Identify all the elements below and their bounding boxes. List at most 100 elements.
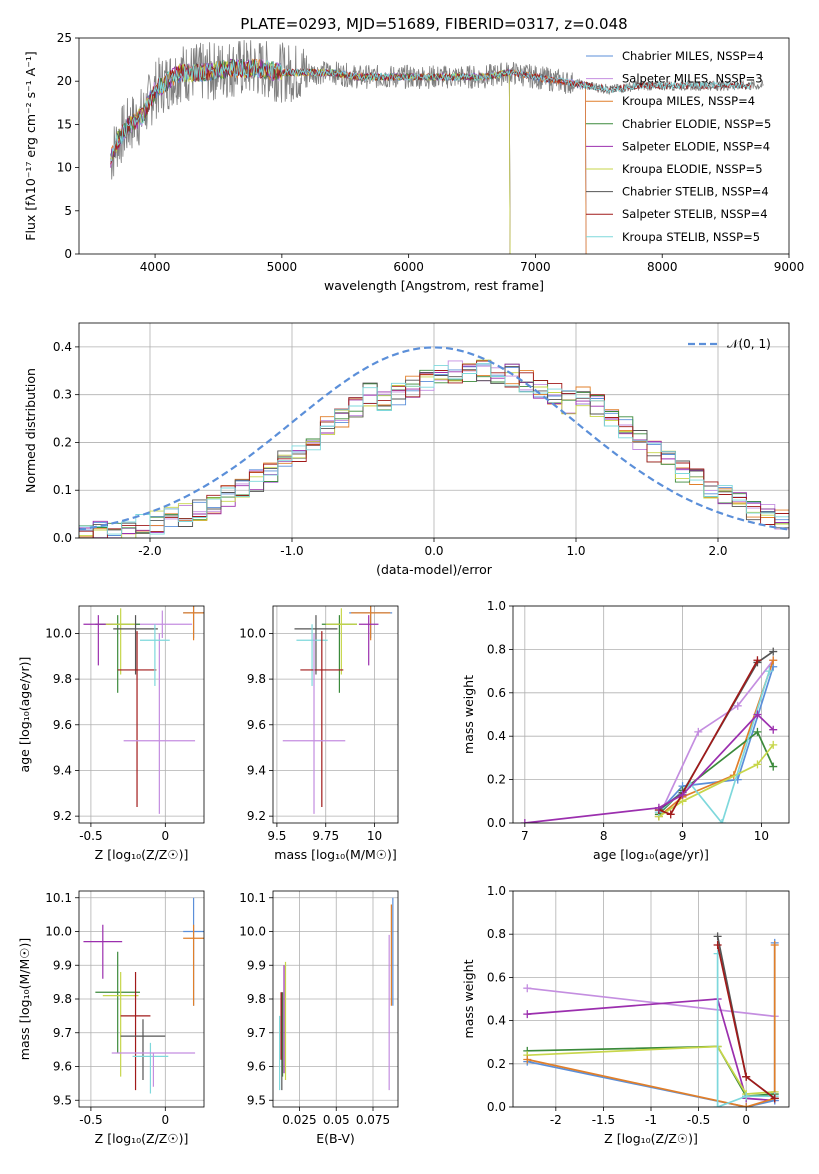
x-tick-label: 2.0 [708,544,727,558]
grid [513,890,789,1108]
y-tick-label: 0.4 [487,1014,506,1028]
y-tick-label: 10.0 [239,626,266,640]
x-tick-label: 7000 [520,260,551,274]
mass-weight-point [717,819,726,823]
x-axis-label: age [log₁₀(age/yr)] [593,847,709,862]
residual-histogram [79,362,789,535]
x-tick-label: 9.75 [312,829,339,843]
y-tick-label: 9.5 [53,1093,72,1107]
legend-label: Kroupa STELIB, NSSP=5 [622,230,760,244]
model-spectrum [110,59,587,254]
plot-area [523,932,779,1107]
x-tick-label: 8000 [647,260,678,274]
x-tick-label: 8 [600,829,608,843]
y-tick-label: 0.8 [487,927,506,941]
legend-label: Kroupa MILES, NSSP=4 [622,94,755,108]
legend: 𝒩(0, 1) [688,337,771,351]
y-tick-label: 10 [57,161,72,175]
mass-weight-point [520,819,529,823]
x-tick-label: -0.5 [79,829,102,843]
x-tick-label: -2 [550,1113,562,1127]
y-tick-label: 9.2 [247,809,266,823]
x-tick-label: 9 [679,829,687,843]
mass-weight-point [666,810,675,819]
plot-area [520,647,778,823]
y-axis-label: age [log₁₀(age/yr)] [17,657,32,773]
grid [273,606,398,823]
plot-area [79,346,789,538]
legend-label: Salpeter STELIB, NSSP=4 [622,207,768,221]
grid [79,606,204,823]
model-spectrum [110,58,587,254]
figure-title: PLATE=0293, MJD=51689, FIBERID=0317, z=0… [240,15,627,33]
y-tick-label: 1.0 [487,884,506,898]
x-tick-label: 10 [367,829,382,843]
axes-frame [272,890,399,1108]
x-tick-label: 0 [161,829,169,843]
y-tick-label: 9.7 [247,1026,266,1040]
plot-residuals: -2.0 -1.0 0.0 1.0 2.0 0.0 0.1 0.2 0.3 0.4 (data-mo… [23,322,790,577]
mass-weight-point [765,667,774,676]
y-axis-label: Normed distribution [23,368,38,493]
grid [79,891,204,1107]
y-tick-label: 0.4 [53,340,72,354]
y-axis-label: mass weight [461,675,476,754]
x-tick-label: 6000 [393,260,424,274]
y-tick-label: 9.6 [247,718,266,732]
legend-label: Kroupa ELODIE, NSSP=5 [622,162,763,176]
y-tick-label: 20 [57,74,72,88]
mass-weight-line [658,650,774,811]
mass-weight-point [770,1094,779,1103]
plot-age-vs-mass: 9.5 9.75 10 9.2 9.4 9.6 9.8 10.0 mass [log₁₀(M/M… [239,605,399,862]
mass-weight-line [716,953,775,1107]
mass-weight-point [769,647,778,656]
y-tick-label: 10.1 [45,891,72,905]
x-tick-label: -1.0 [280,544,303,558]
x-axis-label: Z [log₁₀(Z/Z☉)] [604,1131,698,1146]
plot-massweight-vs-age: 7 8 9 10 0.0 0.2 0.4 0.6 0.8 1.0 age [log₁₀(age/yr… [461,599,790,862]
mass-weight-line [658,659,774,817]
gaussian-curve [79,346,789,531]
y-tick-label: 0.0 [487,1100,506,1114]
mass-weight-point [769,740,778,749]
x-tick-label: 9.5 [267,829,286,843]
y-tick-label: 0.8 [487,642,506,656]
x-tick-label: 7 [521,829,529,843]
mass-weight-point [694,727,703,736]
x-tick-label: 0.0 [424,544,443,558]
y-tick-label: 10.0 [45,626,72,640]
y-tick-label: 10.0 [45,925,72,939]
x-tick-label: -2.0 [138,544,161,558]
x-tick-label: 0 [742,1113,750,1127]
axes-frame [78,37,790,255]
legend-label: Chabrier MILES, NSSP=4 [622,49,764,63]
x-axis-label: Z [log₁₀(Z/Z☉)] [95,847,189,862]
plot-age-vs-Z: -0.5 0 9.2 9.4 9.6 9.8 10.0 Z [log₁₀(Z/Z☉)] age … [17,605,205,862]
y-tick-label: 9.6 [53,1060,72,1074]
mass-weight-line [658,670,771,823]
x-axis-label: wavelength [Angstrom, rest frame] [324,278,544,293]
mass-weight-point [678,790,687,799]
model-spectrum [110,58,587,254]
y-tick-label: 0.0 [53,531,72,545]
y-tick-label: 0.0 [487,816,506,830]
legend-label: Chabrier ELODIE, NSSP=5 [622,117,771,131]
y-tick-label: 0 [64,247,72,261]
y-axis-label: Flux [fλ10⁻¹⁷ erg cm⁻² s⁻¹ A⁻¹] [23,51,38,240]
axes-frame [78,322,790,539]
y-tick-label: 0.2 [487,773,506,787]
y-axis-label: mass weight [461,959,476,1038]
y-tick-label: 25 [57,31,72,45]
x-tick-label: -1.5 [592,1113,615,1127]
plot-spectrum: 4000 5000 6000 7000 8000 9000 0 5 10 15 20 25 wavele… [23,31,804,293]
y-tick-label: 10.1 [239,891,266,905]
grid [273,891,398,1107]
mass-weight-point [742,1092,751,1101]
y-tick-label: 9.8 [53,992,72,1006]
x-axis-label: mass [log₁₀(M/M☉)] [274,847,396,862]
y-tick-label: 9.8 [247,672,266,686]
plot-mass-vs-EBV: 0.025 0.05 0.075 9.5 9.6 9.7 9.8 9.9 10.0 10.1 E(B… [239,890,399,1146]
y-tick-label: 9.8 [53,672,72,686]
mass-weight-point [753,710,762,719]
